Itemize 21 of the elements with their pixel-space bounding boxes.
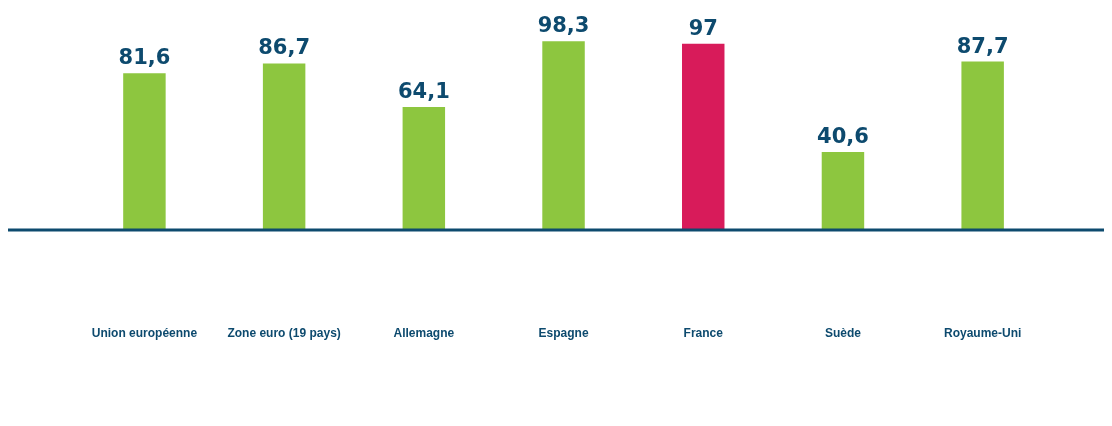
data-label: 97 [688, 15, 718, 40]
data-label: 98,3 [537, 13, 590, 38]
bar [262, 63, 306, 230]
x-tick-label: Allemagne [393, 325, 455, 340]
bar [542, 41, 585, 230]
data-label: 40,6 [817, 124, 869, 148]
data-label: 87,7 [956, 33, 1009, 58]
bar [821, 152, 865, 230]
x-tick-label: France [683, 325, 724, 340]
x-tick-label: Espagne [538, 325, 589, 340]
data-label: 86,7 [258, 35, 311, 60]
bar [682, 43, 725, 230]
x-tick-label: Zone euro (19 pays) [227, 325, 341, 340]
bar [961, 61, 1004, 230]
x-tick-label: Royaume-Uni [943, 325, 1022, 340]
bar [123, 73, 166, 230]
bar [402, 106, 446, 230]
x-tick-label: Suède [824, 325, 862, 340]
data-label: 64,1 [397, 78, 450, 103]
data-label: 81,6 [118, 45, 171, 70]
x-tick-label: Union européenne [91, 325, 198, 340]
